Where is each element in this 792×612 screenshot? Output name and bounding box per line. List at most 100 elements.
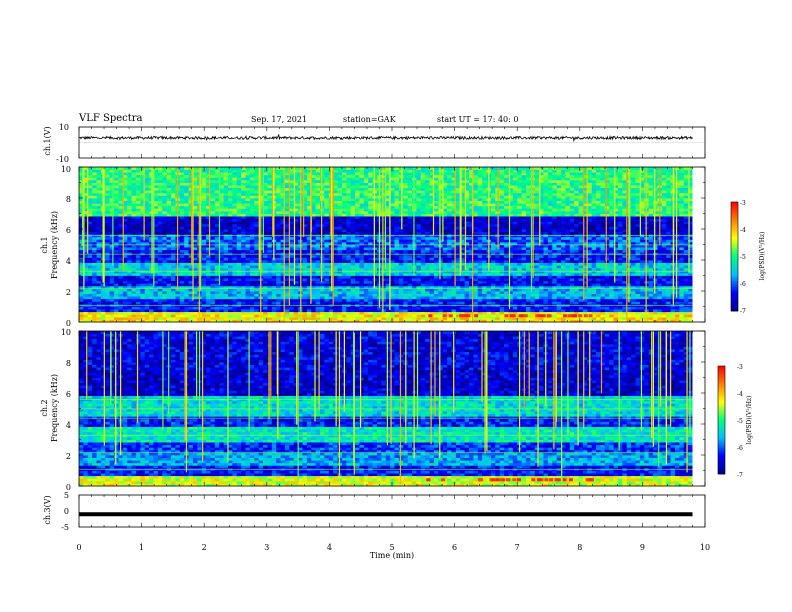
spectrogram-cell bbox=[420, 301, 426, 305]
spectrogram-cell bbox=[346, 306, 352, 310]
spectrogram-cell bbox=[442, 257, 448, 261]
spectrogram-cell bbox=[280, 291, 286, 294]
spectrogram-cell bbox=[381, 247, 387, 251]
spectrogram-cell bbox=[96, 272, 102, 276]
spectrogram-cell bbox=[469, 265, 474, 269]
spectrogram-cell bbox=[219, 254, 224, 258]
spectrogram-cell bbox=[341, 265, 347, 269]
spectrogram-cell bbox=[328, 309, 334, 313]
spectrogram-cell bbox=[613, 265, 619, 269]
spectrogram-cell bbox=[600, 285, 606, 289]
spectrogram-cell bbox=[631, 236, 636, 240]
spectrogram-cell bbox=[153, 298, 159, 302]
spectrogram-cell bbox=[666, 241, 671, 245]
spectrogram-cell bbox=[407, 291, 413, 294]
spectrogram-cell bbox=[416, 314, 422, 318]
spectrogram-cell bbox=[276, 316, 281, 320]
spectrogram-cell bbox=[100, 301, 106, 305]
spectrogram-cell bbox=[552, 283, 558, 287]
spectrogram-cell bbox=[477, 296, 483, 300]
spectrogram-cell bbox=[556, 296, 562, 300]
spectrogram-cell bbox=[596, 257, 601, 261]
spectrogram-cell bbox=[227, 283, 233, 287]
spectrogram-cell bbox=[179, 288, 185, 292]
spectrogram-cell bbox=[534, 265, 540, 269]
spectrogram-cell bbox=[346, 283, 352, 287]
spectrogram-cell bbox=[416, 239, 422, 243]
spectrogram-cell bbox=[144, 249, 150, 253]
spectrogram-cell bbox=[407, 272, 413, 276]
spectrogram-cell bbox=[350, 260, 356, 263]
spectrogram-cell bbox=[416, 319, 422, 323]
spectrogram-cell bbox=[460, 319, 466, 323]
spectrogram-cell bbox=[359, 244, 365, 248]
spectrogram-cell bbox=[118, 270, 124, 274]
spectrogram-cell bbox=[302, 247, 308, 251]
spectrogram-cell bbox=[508, 267, 514, 271]
spectrogram-cell bbox=[293, 231, 299, 235]
spectrogram-cell bbox=[674, 275, 680, 279]
spectrogram-cell bbox=[346, 311, 352, 315]
spectrogram-cell bbox=[346, 257, 352, 261]
spectrogram-cell bbox=[565, 241, 571, 245]
spectrogram-cell bbox=[315, 278, 321, 282]
spectrogram-cell bbox=[688, 272, 693, 276]
spectrogram-cell bbox=[368, 293, 373, 297]
spectrogram-cell bbox=[635, 239, 641, 243]
spectrogram-cell bbox=[140, 311, 146, 315]
spectrogram-cell bbox=[639, 265, 645, 269]
spectrogram-cell bbox=[578, 239, 584, 243]
spectrogram-cell bbox=[613, 306, 619, 310]
spectrogram-cell bbox=[135, 262, 141, 266]
spectrogram-cell bbox=[403, 244, 409, 248]
spectrogram-cell bbox=[543, 275, 549, 279]
spectrogram-cell bbox=[122, 280, 128, 284]
spectrogram-cell bbox=[429, 270, 435, 274]
spectrogram-cell bbox=[460, 270, 466, 274]
spectrogram-cell bbox=[451, 291, 457, 294]
spectrogram-cell bbox=[223, 296, 229, 300]
spectrogram-cell bbox=[613, 252, 619, 256]
spectrogram-cell bbox=[219, 296, 224, 300]
spectrogram-cell bbox=[105, 247, 111, 251]
spectrogram-cell bbox=[276, 254, 281, 258]
spectrogram-cell bbox=[333, 301, 338, 305]
spectrogram-cell bbox=[578, 319, 584, 323]
spectrogram-cell bbox=[302, 236, 308, 240]
spectrogram-cell bbox=[561, 309, 566, 313]
spectrogram-cell bbox=[674, 296, 680, 300]
spectrogram-cell bbox=[477, 249, 483, 253]
spectrogram-cell bbox=[289, 229, 295, 232]
spectrogram-cell bbox=[311, 280, 317, 284]
spectrogram-cell bbox=[407, 241, 413, 245]
spectrogram-cell bbox=[416, 265, 422, 269]
spectrogram-cell bbox=[118, 278, 124, 282]
spectrogram-cell bbox=[118, 265, 124, 269]
spectrogram-cell bbox=[245, 291, 251, 294]
spectrogram-cell bbox=[346, 229, 352, 232]
spectrogram-cell bbox=[223, 291, 229, 294]
spectrogram-cell bbox=[648, 270, 654, 274]
spectrogram-cell bbox=[490, 241, 496, 245]
spectrogram-cell bbox=[359, 249, 365, 253]
spectrogram-cell bbox=[569, 257, 575, 261]
spectrogram-cell bbox=[587, 272, 593, 276]
spectrogram-cell bbox=[429, 316, 435, 320]
spectrogram-cell bbox=[390, 231, 395, 235]
spectrogram-cell bbox=[679, 280, 685, 284]
spectrogram-cell bbox=[359, 301, 365, 305]
spectrogram-cell bbox=[157, 301, 163, 305]
spectrogram-cell bbox=[512, 280, 518, 284]
spectrogram-cell bbox=[569, 247, 575, 251]
spectrogram-cell bbox=[210, 291, 216, 294]
spectrogram-cell bbox=[223, 247, 229, 251]
spectrogram-cell bbox=[534, 298, 540, 302]
spectrogram-cell bbox=[179, 298, 185, 302]
spectrogram-cell bbox=[473, 291, 479, 294]
spectrogram-cell bbox=[569, 319, 575, 323]
spectrogram-cell bbox=[504, 275, 509, 279]
spectrogram-cell bbox=[333, 311, 338, 315]
spectrogram-cell bbox=[144, 291, 150, 294]
spectrogram-cell bbox=[179, 314, 185, 318]
spectrogram-cell bbox=[508, 254, 514, 258]
